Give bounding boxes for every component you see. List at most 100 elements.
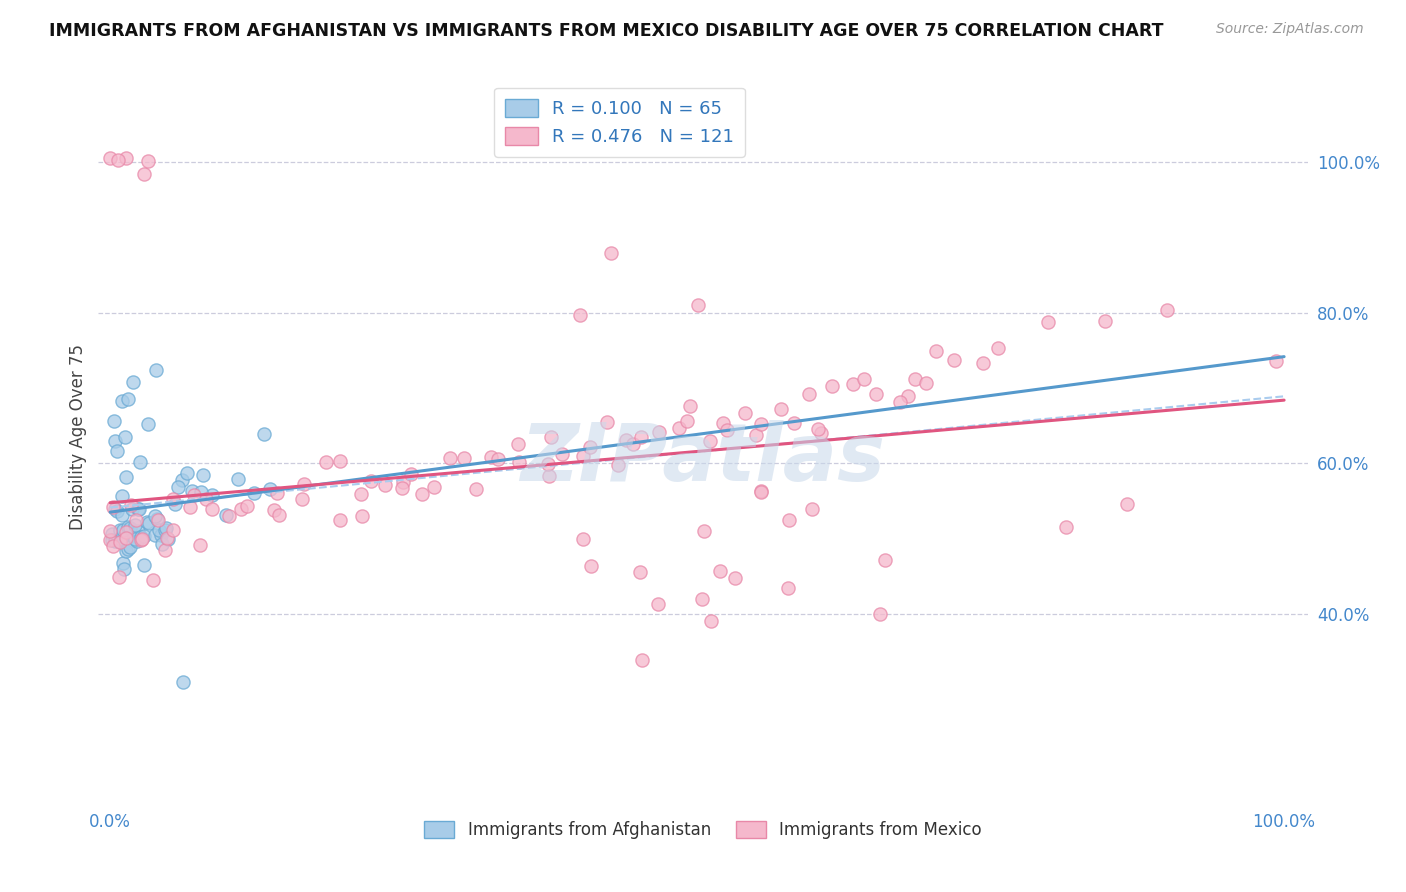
Point <box>869 607 891 621</box>
Point <box>117 520 139 534</box>
Point <box>124 533 146 547</box>
Point <box>329 513 352 527</box>
Point <box>115 544 138 558</box>
Point <box>125 513 148 527</box>
Point <box>107 153 129 168</box>
Point <box>648 425 671 439</box>
Point <box>350 486 373 500</box>
Point <box>749 417 772 432</box>
Point <box>631 652 654 666</box>
Point <box>292 476 315 491</box>
Point <box>572 532 595 546</box>
Point <box>115 531 138 545</box>
Point <box>540 430 562 444</box>
Point <box>229 502 252 516</box>
Point <box>329 454 352 468</box>
Point <box>889 394 911 409</box>
Point <box>647 597 669 611</box>
Point <box>132 558 155 572</box>
Point <box>179 500 201 514</box>
Point <box>579 440 602 454</box>
Point <box>749 485 772 500</box>
Point <box>153 543 176 558</box>
Point <box>115 525 138 540</box>
Point <box>120 540 142 554</box>
Point <box>600 245 623 260</box>
Point <box>148 523 170 537</box>
Point <box>800 501 823 516</box>
Point <box>112 557 135 571</box>
Point <box>193 467 215 482</box>
Point <box>117 392 139 406</box>
Point <box>150 537 173 551</box>
Point <box>120 521 142 535</box>
Point <box>162 524 184 538</box>
Point <box>157 532 180 546</box>
Point <box>897 389 920 403</box>
Point <box>98 524 121 538</box>
Point <box>486 451 509 466</box>
Point <box>242 485 264 500</box>
Point <box>136 417 159 432</box>
Point <box>423 480 446 494</box>
Point <box>914 376 936 391</box>
Point <box>537 458 560 472</box>
Point <box>111 508 134 522</box>
Point <box>778 513 800 527</box>
Point <box>110 533 132 547</box>
Point <box>104 434 127 449</box>
Point <box>291 492 314 507</box>
Point <box>104 501 127 516</box>
Point <box>700 615 723 629</box>
Point <box>114 430 136 444</box>
Point <box>668 421 690 435</box>
Legend: Immigrants from Afghanistan, Immigrants from Mexico: Immigrants from Afghanistan, Immigrants … <box>418 814 988 846</box>
Point <box>699 434 721 448</box>
Point <box>623 437 645 451</box>
Point <box>142 573 165 587</box>
Text: IMMIGRANTS FROM AFGHANISTAN VS IMMIGRANTS FROM MEXICO DISABILITY AGE OVER 75 COR: IMMIGRANTS FROM AFGHANISTAN VS IMMIGRANT… <box>49 22 1164 40</box>
Point <box>263 503 285 517</box>
Point <box>571 449 593 463</box>
Point <box>128 502 150 516</box>
Point <box>195 491 218 506</box>
Point <box>98 533 121 548</box>
Point <box>734 406 756 420</box>
Point <box>136 154 159 169</box>
Point <box>464 482 486 496</box>
Point <box>508 454 530 468</box>
Point <box>122 375 145 389</box>
Point <box>146 512 169 526</box>
Point <box>875 553 897 567</box>
Point <box>810 426 832 441</box>
Point <box>131 533 153 547</box>
Point <box>111 489 134 503</box>
Point <box>778 581 800 595</box>
Point <box>172 473 194 487</box>
Point <box>391 481 413 495</box>
Point <box>904 372 927 386</box>
Point <box>101 526 124 541</box>
Point <box>581 558 603 573</box>
Point <box>749 483 772 498</box>
Point <box>117 541 139 556</box>
Point <box>853 371 876 385</box>
Point <box>686 298 709 312</box>
Point <box>614 433 637 447</box>
Point <box>115 151 138 165</box>
Point <box>630 429 652 443</box>
Point <box>105 504 128 518</box>
Point <box>156 531 179 545</box>
Point <box>201 501 224 516</box>
Point <box>127 501 149 516</box>
Point <box>121 502 143 516</box>
Point <box>392 475 415 489</box>
Point <box>129 533 152 547</box>
Point <box>439 451 461 466</box>
Point <box>114 470 136 484</box>
Point <box>807 422 830 436</box>
Point <box>167 480 190 494</box>
Point <box>1056 520 1078 534</box>
Point <box>693 524 716 538</box>
Point <box>101 500 124 514</box>
